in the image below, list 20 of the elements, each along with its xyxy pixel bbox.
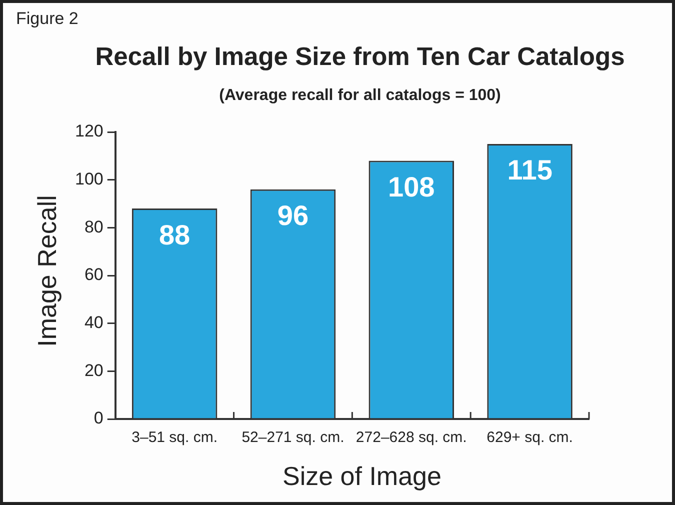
y-tick-label: 100	[74, 170, 104, 189]
x-tick-label: 629+ sq. cm.	[486, 429, 573, 446]
caption: Figure 2	[16, 9, 78, 29]
y-axis-title: Image Recall	[32, 195, 62, 347]
y-tick-label: 0	[94, 408, 104, 428]
data-label: 88	[158, 219, 190, 250]
data-label: 108	[388, 171, 435, 202]
data-label: 115	[507, 154, 552, 186]
x-tick-label: 3–51 sq. cm.	[132, 429, 218, 446]
y-tick-label: 40	[84, 313, 104, 332]
chart-subtitle: (Average recall for all catalogs = 100)	[218, 86, 502, 105]
x-tick-label: 52–271 sq. cm.	[242, 429, 344, 446]
x-axis-title: Size of Image	[282, 461, 442, 491]
y-tick-label: 120	[74, 122, 104, 141]
y-tick-label: 60	[84, 265, 104, 284]
y-tick-label: 80	[84, 217, 104, 236]
y-tick-label: 20	[84, 360, 104, 380]
data-label: 96	[277, 200, 309, 232]
x-tick-label: 272–628 sq. cm.	[356, 429, 467, 446]
chart-title: Recall by Image Size from Ten Car Catalogs	[94, 42, 626, 72]
